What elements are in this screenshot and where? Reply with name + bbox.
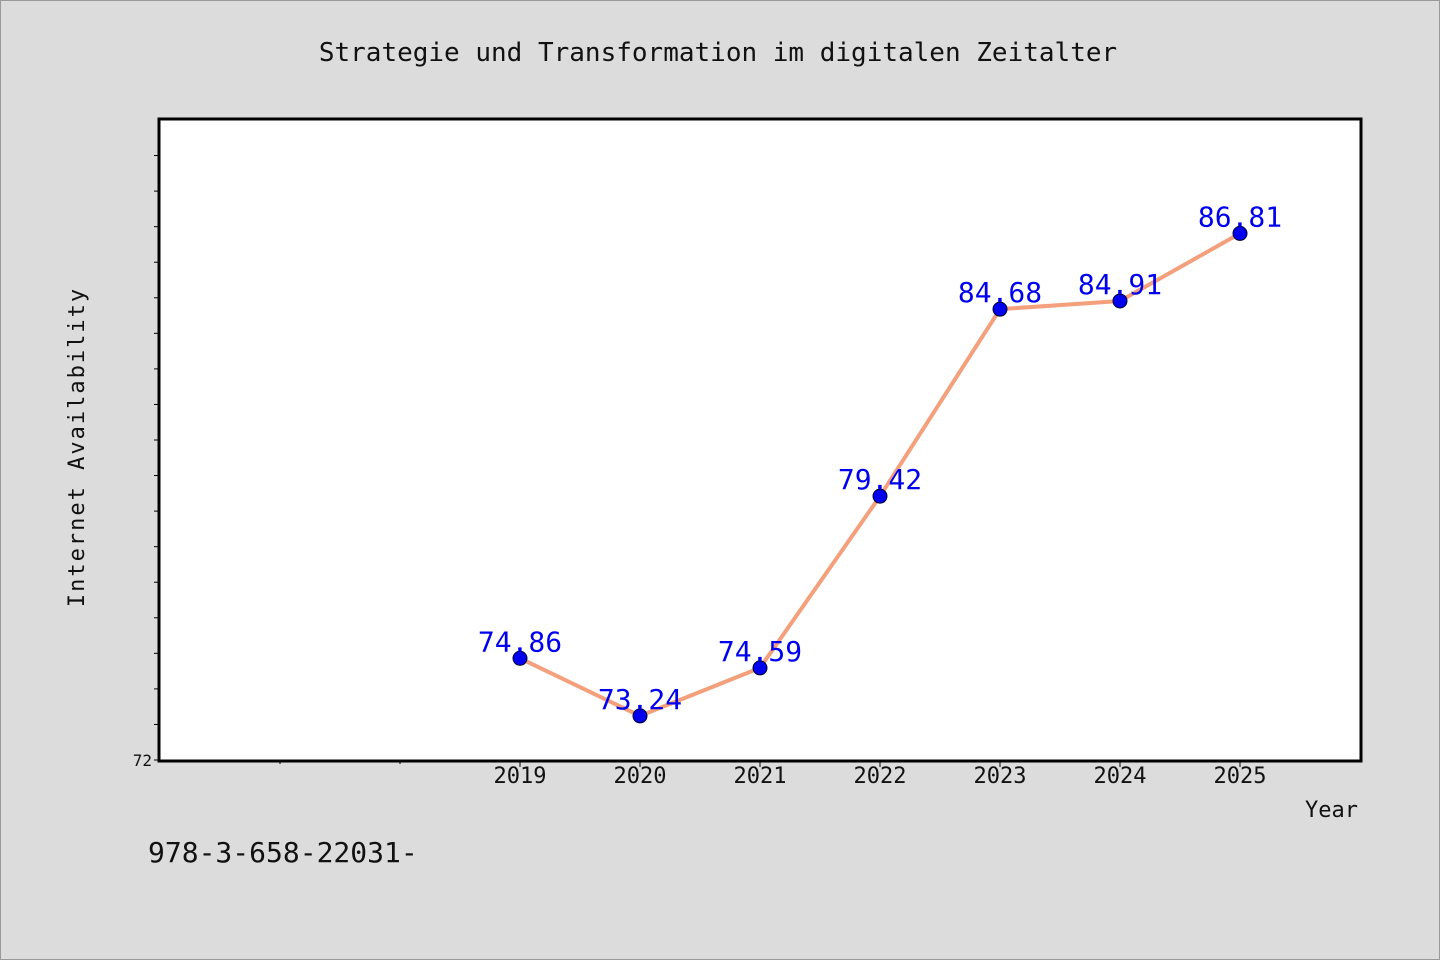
x-tick-label: 2022: [854, 764, 907, 789]
data-label: 86.81: [1198, 200, 1282, 233]
data-point: [992, 301, 1008, 317]
data-label: 79.42: [838, 463, 922, 496]
data-point: [752, 660, 768, 676]
x-tick-label: 2021: [734, 764, 787, 789]
footer-code: 978-3-658-22031-: [148, 836, 418, 869]
data-label: 74.86: [478, 625, 562, 658]
data-point: [872, 488, 888, 504]
data-labels: 74.86 73.24 74.59 79.42 84.68 84.91 86.81: [478, 200, 1282, 715]
plot-area: [157, 117, 1363, 763]
x-tick-label: 2023: [974, 764, 1027, 789]
y-tick-label: 72: [133, 751, 152, 770]
data-label: 84.68: [958, 276, 1042, 309]
x-axis-label: Year: [1305, 798, 1358, 823]
data-label: 74.59: [718, 635, 802, 668]
data-label: 84.91: [1078, 268, 1162, 301]
data-point: [1232, 225, 1248, 241]
y-axis-label: Internet Availability: [65, 287, 90, 607]
data-label: 73.24: [598, 683, 682, 716]
x-tick-label: 2020: [614, 764, 667, 789]
data-point: [1112, 293, 1128, 309]
x-tick-label: 2025: [1214, 764, 1267, 789]
x-tick-label: 2019: [494, 764, 547, 789]
chart-title: Strategie und Transformation im digitale…: [319, 38, 1117, 68]
y-axis-ticks: 72: [133, 155, 160, 770]
x-tick-label: 2024: [1094, 764, 1147, 789]
data-point: [512, 650, 528, 666]
x-axis-ticks: 2019 2020 2021 2022 2023 2024 2025: [279, 760, 1267, 789]
series-points: [512, 225, 1248, 724]
data-point: [632, 708, 648, 724]
